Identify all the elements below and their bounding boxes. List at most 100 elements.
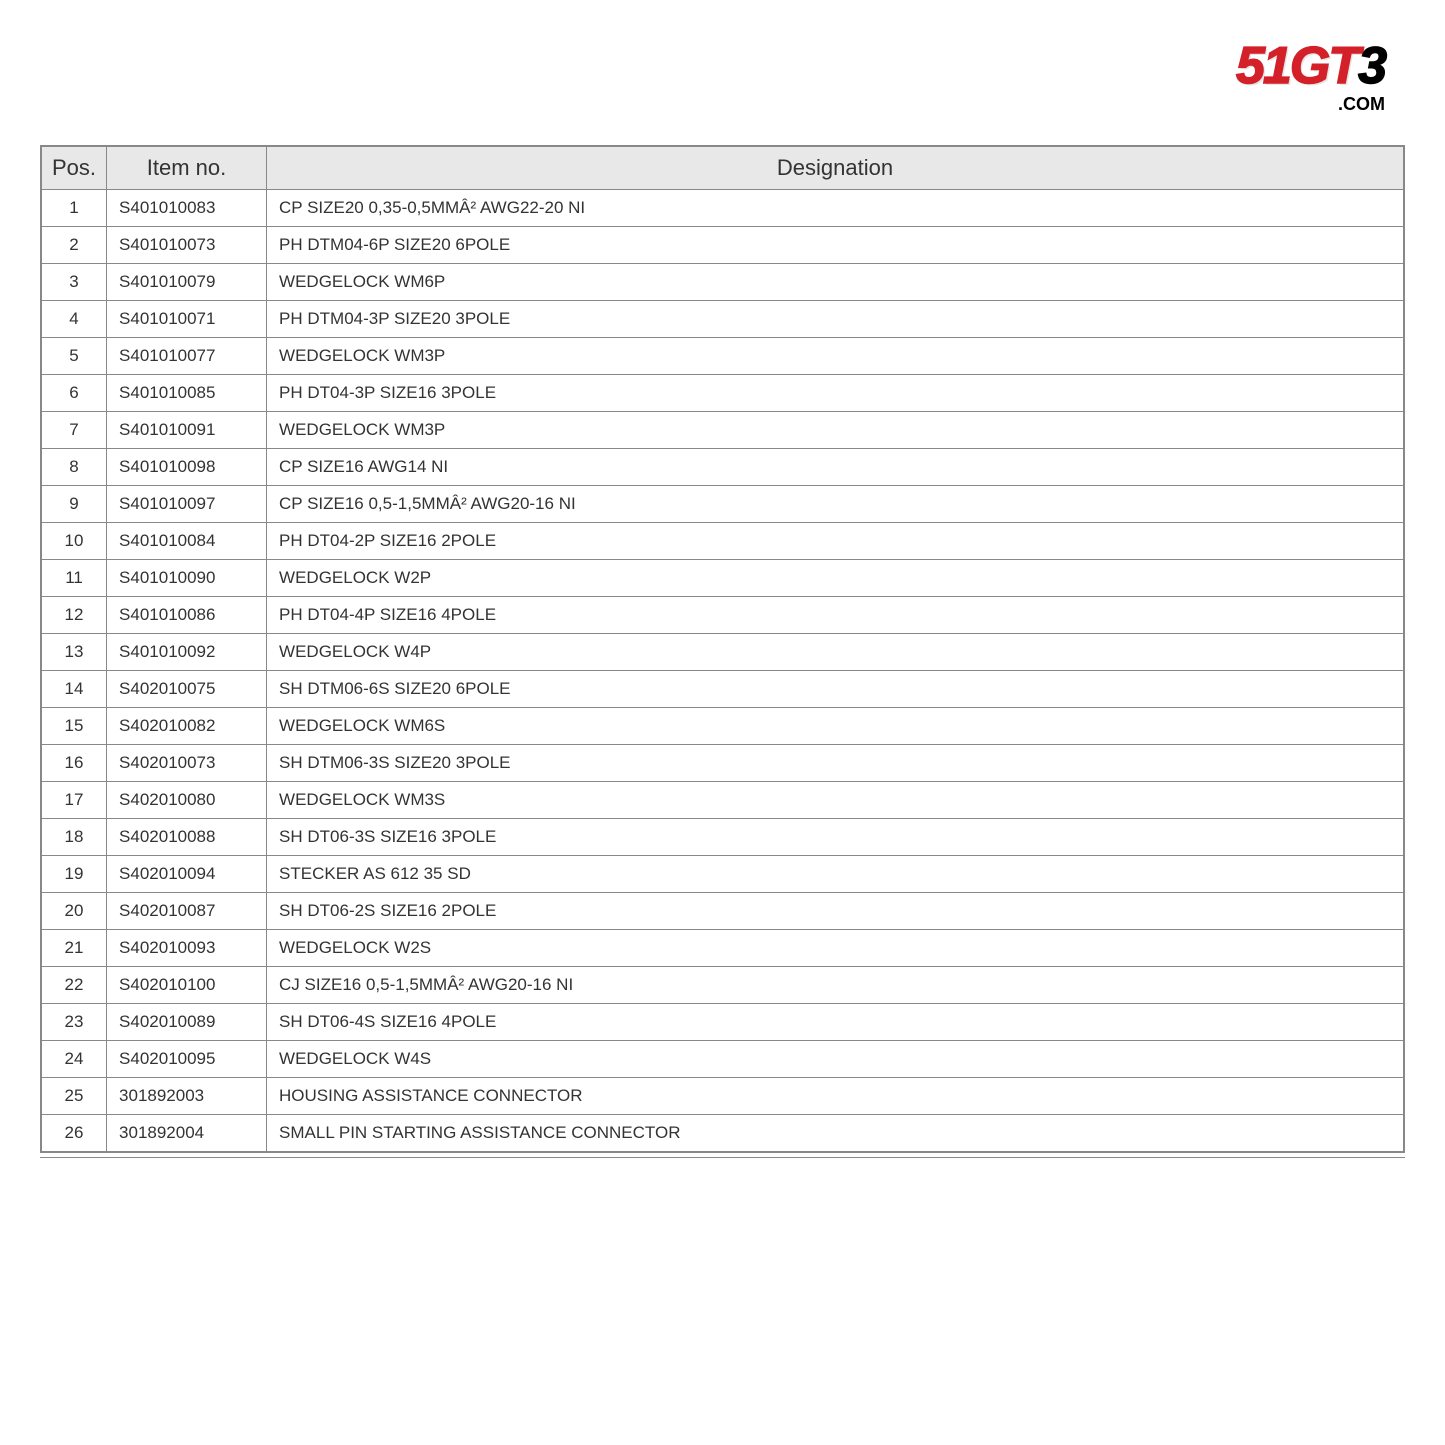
- cell-item-no: S401010083: [107, 190, 267, 227]
- cell-designation: CP SIZE20 0,35-0,5MMÂ² AWG22-20 NI: [267, 190, 1404, 227]
- table-row: 1S401010083CP SIZE20 0,35-0,5MMÂ² AWG22-…: [42, 190, 1404, 227]
- cell-designation: STECKER AS 612 35 SD: [267, 856, 1404, 893]
- cell-pos: 1: [42, 190, 107, 227]
- cell-item-no: S401010084: [107, 523, 267, 560]
- table-row: 6S401010085PH DT04-3P SIZE16 3POLE: [42, 375, 1404, 412]
- table-row: 4S401010071PH DTM04-3P SIZE20 3POLE: [42, 301, 1404, 338]
- cell-item-no: S402010089: [107, 1004, 267, 1041]
- cell-pos: 19: [42, 856, 107, 893]
- cell-pos: 18: [42, 819, 107, 856]
- table-row: 23S402010089SH DT06-4S SIZE16 4POLE: [42, 1004, 1404, 1041]
- table-row: 22S402010100CJ SIZE16 0,5-1,5MMÂ² AWG20-…: [42, 967, 1404, 1004]
- cell-designation: SH DT06-4S SIZE16 4POLE: [267, 1004, 1404, 1041]
- cell-pos: 15: [42, 708, 107, 745]
- cell-designation: PH DTM04-3P SIZE20 3POLE: [267, 301, 1404, 338]
- logo-black-part: 3: [1358, 37, 1385, 95]
- cell-pos: 26: [42, 1115, 107, 1152]
- table-row: 7S401010091WEDGELOCK WM3P: [42, 412, 1404, 449]
- cell-pos: 23: [42, 1004, 107, 1041]
- table-row: 5S401010077WEDGELOCK WM3P: [42, 338, 1404, 375]
- cell-item-no: S402010100: [107, 967, 267, 1004]
- cell-designation: WEDGELOCK WM3P: [267, 412, 1404, 449]
- cell-pos: 12: [42, 597, 107, 634]
- cell-pos: 13: [42, 634, 107, 671]
- cell-item-no: S401010073: [107, 227, 267, 264]
- cell-designation: WEDGELOCK W4S: [267, 1041, 1404, 1078]
- table-row: 12S401010086PH DT04-4P SIZE16 4POLE: [42, 597, 1404, 634]
- cell-pos: 16: [42, 745, 107, 782]
- cell-pos: 25: [42, 1078, 107, 1115]
- cell-item-no: S401010086: [107, 597, 267, 634]
- cell-pos: 2: [42, 227, 107, 264]
- cell-designation: PH DT04-3P SIZE16 3POLE: [267, 375, 1404, 412]
- cell-designation: CP SIZE16 0,5-1,5MMÂ² AWG20-16 NI: [267, 486, 1404, 523]
- cell-designation: WEDGELOCK WM6P: [267, 264, 1404, 301]
- table-row: 10S401010084PH DT04-2P SIZE16 2POLE: [42, 523, 1404, 560]
- table-row: 24S402010095WEDGELOCK W4S: [42, 1041, 1404, 1078]
- cell-item-no: S401010091: [107, 412, 267, 449]
- cell-pos: 9: [42, 486, 107, 523]
- table-row: 19S402010094STECKER AS 612 35 SD: [42, 856, 1404, 893]
- cell-designation: HOUSING ASSISTANCE CONNECTOR: [267, 1078, 1404, 1115]
- cell-designation: SMALL PIN STARTING ASSISTANCE CONNECTOR: [267, 1115, 1404, 1152]
- cell-designation: CJ SIZE16 0,5-1,5MMÂ² AWG20-16 NI: [267, 967, 1404, 1004]
- cell-designation: SH DTM06-6S SIZE20 6POLE: [267, 671, 1404, 708]
- table-row: 2S401010073PH DTM04-6P SIZE20 6POLE: [42, 227, 1404, 264]
- table-row: 8S401010098CP SIZE16 AWG14 NI: [42, 449, 1404, 486]
- cell-pos: 22: [42, 967, 107, 1004]
- table-row: 25301892003HOUSING ASSISTANCE CONNECTOR: [42, 1078, 1404, 1115]
- cell-item-no: S401010077: [107, 338, 267, 375]
- cell-pos: 20: [42, 893, 107, 930]
- cell-pos: 11: [42, 560, 107, 597]
- table-footer-line: [40, 1157, 1405, 1158]
- table-row: 18S402010088SH DT06-3S SIZE16 3POLE: [42, 819, 1404, 856]
- cell-pos: 5: [42, 338, 107, 375]
- cell-item-no: S402010080: [107, 782, 267, 819]
- cell-designation: SH DT06-3S SIZE16 3POLE: [267, 819, 1404, 856]
- table-header-row: Pos. Item no. Designation: [42, 147, 1404, 190]
- table-row: 14S402010075SH DTM06-6S SIZE20 6POLE: [42, 671, 1404, 708]
- cell-pos: 24: [42, 1041, 107, 1078]
- cell-item-no: S401010071: [107, 301, 267, 338]
- cell-pos: 8: [42, 449, 107, 486]
- cell-item-no: S401010079: [107, 264, 267, 301]
- cell-designation: PH DT04-4P SIZE16 4POLE: [267, 597, 1404, 634]
- cell-pos: 4: [42, 301, 107, 338]
- cell-pos: 6: [42, 375, 107, 412]
- table-row: 26301892004SMALL PIN STARTING ASSISTANCE…: [42, 1115, 1404, 1152]
- table-row: 13S401010092WEDGELOCK W4P: [42, 634, 1404, 671]
- cell-item-no: S402010082: [107, 708, 267, 745]
- cell-designation: WEDGELOCK WM3P: [267, 338, 1404, 375]
- table-body: 1S401010083CP SIZE20 0,35-0,5MMÂ² AWG22-…: [42, 190, 1404, 1152]
- cell-designation: WEDGELOCK W2S: [267, 930, 1404, 967]
- table-row: 20S402010087SH DT06-2S SIZE16 2POLE: [42, 893, 1404, 930]
- cell-item-no: S402010073: [107, 745, 267, 782]
- cell-designation: WEDGELOCK W2P: [267, 560, 1404, 597]
- table-row: 16S402010073SH DTM06-3S SIZE20 3POLE: [42, 745, 1404, 782]
- parts-table: Pos. Item no. Designation 1S401010083CP …: [41, 146, 1404, 1152]
- cell-item-no: S401010092: [107, 634, 267, 671]
- cell-item-no: S402010088: [107, 819, 267, 856]
- cell-designation: PH DTM04-6P SIZE20 6POLE: [267, 227, 1404, 264]
- table-row: 9S401010097CP SIZE16 0,5-1,5MMÂ² AWG20-1…: [42, 486, 1404, 523]
- logo-sub-text: .COM: [1338, 94, 1385, 115]
- header-item-no: Item no.: [107, 147, 267, 190]
- logo-main-text: 51GT3: [1236, 40, 1385, 92]
- cell-item-no: S402010075: [107, 671, 267, 708]
- table-row: 17S402010080WEDGELOCK WM3S: [42, 782, 1404, 819]
- cell-pos: 14: [42, 671, 107, 708]
- cell-designation: SH DT06-2S SIZE16 2POLE: [267, 893, 1404, 930]
- cell-pos: 3: [42, 264, 107, 301]
- cell-pos: 7: [42, 412, 107, 449]
- cell-designation: PH DT04-2P SIZE16 2POLE: [267, 523, 1404, 560]
- cell-item-no: S402010093: [107, 930, 267, 967]
- cell-designation: WEDGELOCK WM3S: [267, 782, 1404, 819]
- cell-designation: CP SIZE16 AWG14 NI: [267, 449, 1404, 486]
- table-header: Pos. Item no. Designation: [42, 147, 1404, 190]
- cell-item-no: S401010090: [107, 560, 267, 597]
- cell-item-no: 301892004: [107, 1115, 267, 1152]
- parts-table-container: Pos. Item no. Designation 1S401010083CP …: [40, 145, 1405, 1153]
- cell-pos: 21: [42, 930, 107, 967]
- cell-item-no: S402010087: [107, 893, 267, 930]
- header-designation: Designation: [267, 147, 1404, 190]
